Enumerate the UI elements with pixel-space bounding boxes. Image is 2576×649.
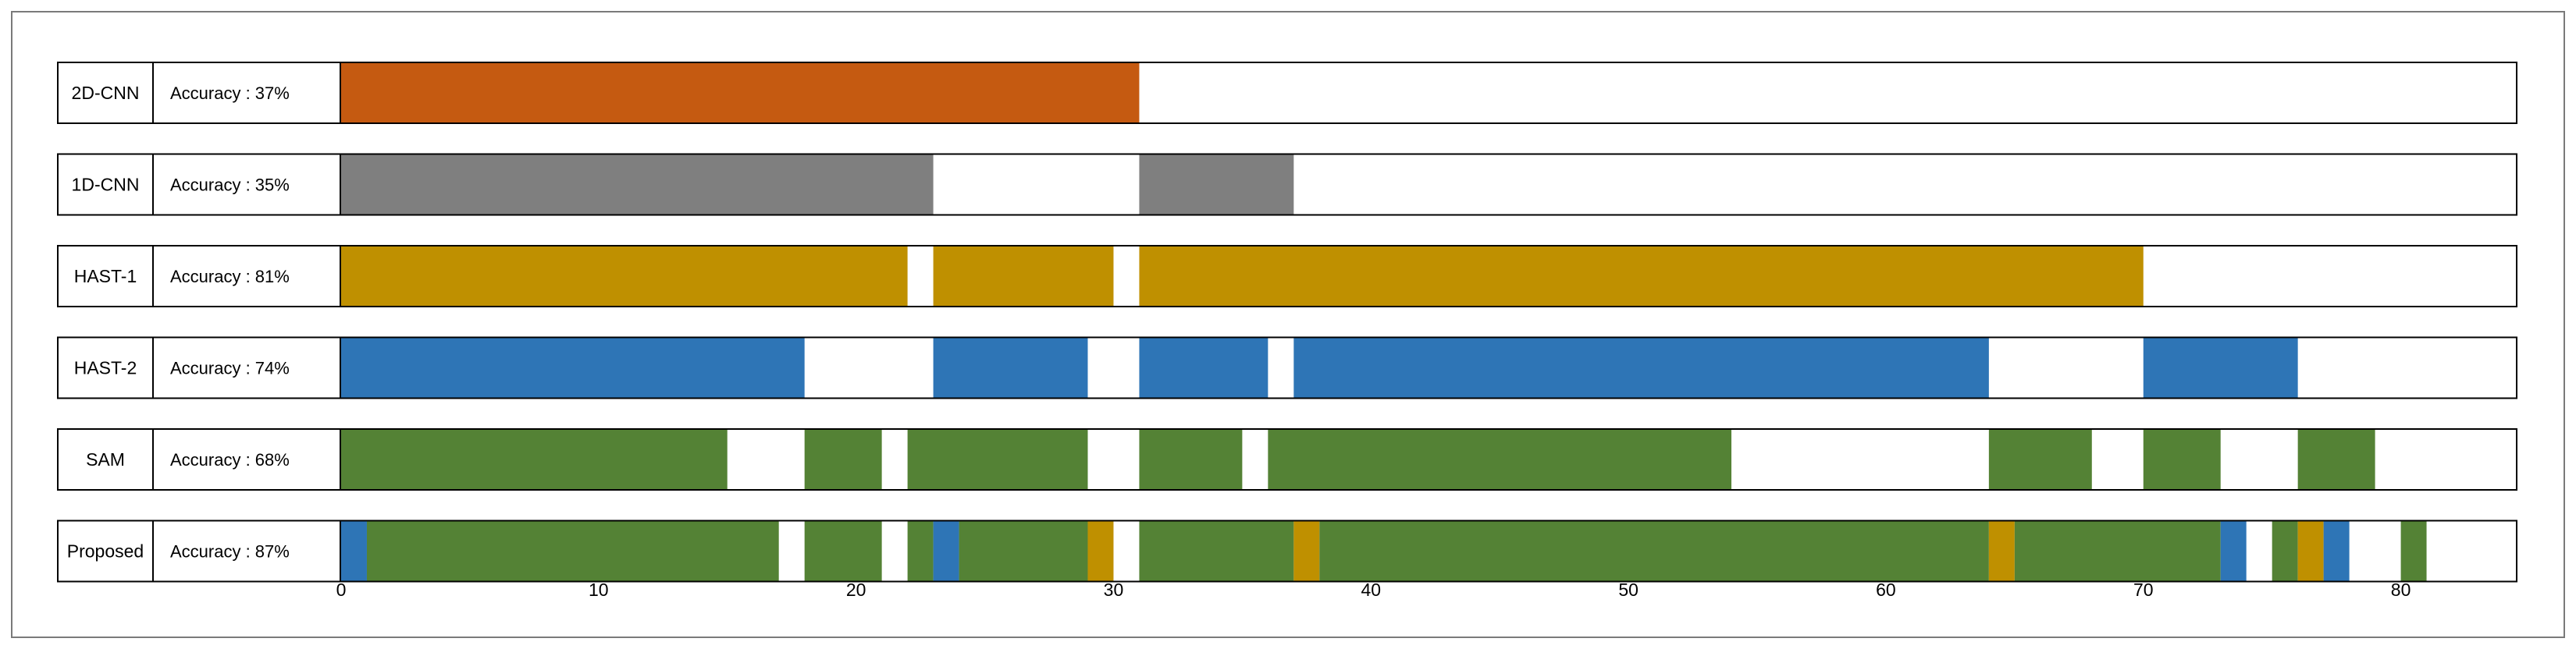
bar-segment bbox=[2220, 520, 2247, 582]
bar-segment bbox=[341, 429, 728, 490]
row-name-label: HAST-2 bbox=[74, 358, 137, 378]
x-tick-label: 0 bbox=[336, 580, 347, 600]
bar-segment bbox=[804, 520, 882, 582]
accuracy-label: Accuracy : 35% bbox=[170, 176, 290, 195]
bar-segment bbox=[2272, 520, 2298, 582]
bar-segment bbox=[1988, 429, 2092, 490]
bar-segment bbox=[1139, 154, 1294, 215]
x-tick-label: 20 bbox=[846, 580, 866, 600]
row-border bbox=[57, 428, 2517, 491]
accuracy-label: Accuracy : 37% bbox=[170, 83, 290, 103]
bar-segment bbox=[341, 520, 367, 582]
row-name-label: 1D-CNN bbox=[72, 175, 140, 195]
bar-segment bbox=[1988, 520, 2015, 582]
bar-segment bbox=[1139, 429, 1243, 490]
bar-segment bbox=[341, 246, 908, 307]
bar-segment bbox=[1293, 337, 1989, 399]
timeline-chart: 2D-CNN Accuracy : 37% 1D-CNN Accuracy : 35%… bbox=[57, 62, 2517, 600]
bar-segment bbox=[1293, 520, 1320, 582]
bar-segment bbox=[1139, 246, 2144, 307]
bar-segment bbox=[2297, 429, 2375, 490]
x-tick-label: 10 bbox=[589, 580, 609, 600]
row-border bbox=[57, 153, 2517, 216]
bar-segment bbox=[341, 62, 1140, 123]
bar-segment bbox=[959, 520, 1088, 582]
x-tick-label: 40 bbox=[1361, 580, 1381, 600]
bar-segment bbox=[2323, 520, 2350, 582]
row-border bbox=[57, 62, 2517, 124]
bar-segment bbox=[1319, 520, 1989, 582]
accuracy-label: Accuracy : 87% bbox=[170, 542, 290, 562]
row-border bbox=[57, 520, 2517, 583]
x-tick-label: 70 bbox=[2133, 580, 2154, 600]
accuracy-label: Accuracy : 74% bbox=[170, 359, 290, 378]
x-tick-label: 80 bbox=[2391, 580, 2411, 600]
bar-segment bbox=[2014, 520, 2221, 582]
row-name-label: SAM bbox=[86, 449, 125, 470]
bar-segment bbox=[341, 154, 934, 215]
x-tick-label: 50 bbox=[1618, 580, 1638, 600]
bar-segment bbox=[366, 520, 779, 582]
x-tick-label: 60 bbox=[1876, 580, 1896, 600]
chart-frame: 2D-CNN Accuracy : 37% 1D-CNN Accuracy : 35%… bbox=[11, 11, 2565, 638]
accuracy-label: Accuracy : 81% bbox=[170, 267, 290, 286]
row-name-label: HAST-1 bbox=[74, 266, 137, 286]
bar-segment bbox=[933, 520, 959, 582]
bar-segment bbox=[933, 246, 1114, 307]
bar-segment bbox=[2400, 520, 2427, 582]
bar-segment bbox=[933, 337, 1088, 399]
bar-segment bbox=[2143, 429, 2221, 490]
bar-segment bbox=[1139, 520, 1294, 582]
bar-segment bbox=[907, 520, 934, 582]
bar-segment bbox=[2297, 520, 2324, 582]
bar-segment bbox=[1139, 337, 1268, 399]
row-name-label: Proposed bbox=[67, 541, 144, 562]
row-border bbox=[57, 245, 2517, 307]
bar-segment bbox=[341, 337, 805, 399]
bar-segment bbox=[2143, 337, 2298, 399]
row-border bbox=[57, 336, 2517, 399]
x-tick-label: 30 bbox=[1104, 580, 1124, 600]
row-name-label: 2D-CNN bbox=[72, 83, 140, 103]
bar-segment bbox=[1087, 520, 1114, 582]
bar-segment bbox=[1268, 429, 1732, 490]
accuracy-label: Accuracy : 68% bbox=[170, 450, 290, 470]
bar-segment bbox=[804, 429, 882, 490]
bar-segment bbox=[907, 429, 1088, 490]
